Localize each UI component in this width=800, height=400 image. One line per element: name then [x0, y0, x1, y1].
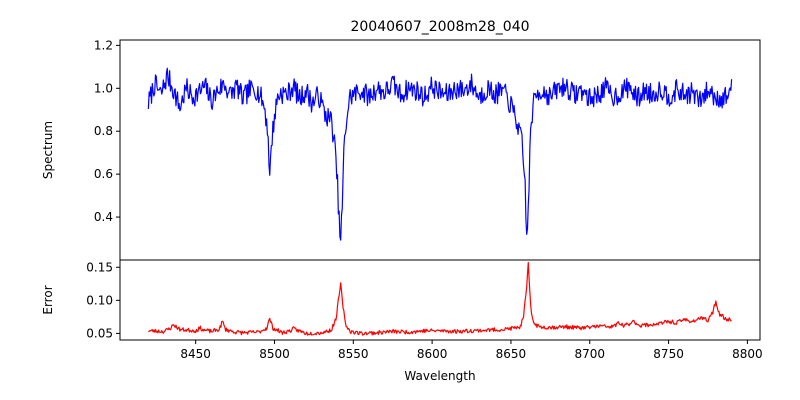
spectrum-series-line: [147, 67, 733, 241]
spectrum-y-tick-label: 0.6: [94, 167, 113, 181]
x-tick-label: 8750: [653, 347, 684, 361]
error-series-line: [148, 261, 732, 336]
x-tick-label: 8600: [417, 347, 448, 361]
error-y-ticks: 0.05 0.10 0.15: [86, 260, 120, 340]
x-tick-label: 8800: [732, 347, 763, 361]
error-y-tick-label: 0.05: [86, 326, 113, 340]
spectrum-y-ticks: 0.4 0.6 0.8 1.0 1.2: [94, 38, 120, 224]
error-x-ticks: 8450 8500 8550 8600 8650 8700 8750 8800: [180, 340, 763, 361]
chart-title: 20040607_2008m28_040: [350, 19, 529, 35]
x-tick-label: 8550: [338, 347, 369, 361]
error-y-axis-label: Error: [41, 285, 55, 314]
x-axis-label: Wavelength: [404, 369, 475, 383]
error-panel: 0.05 0.10 0.15 8450 8500 8550 8600 8650 8700 875…: [41, 259, 763, 383]
error-y-tick-label: 0.15: [86, 260, 113, 274]
x-tick-label: 8450: [180, 347, 211, 361]
error-y-tick-label: 0.10: [86, 293, 113, 307]
spectrum-y-tick-label: 1.0: [94, 81, 113, 95]
x-tick-label: 8650: [496, 347, 527, 361]
x-tick-label: 8700: [574, 347, 605, 361]
x-tick-label: 8500: [259, 347, 290, 361]
spectrum-y-tick-label: 0.4: [94, 210, 113, 224]
spectrum-y-axis-label: Spectrum: [41, 121, 55, 179]
spectrum-y-tick-label: 0.8: [94, 124, 113, 138]
spectrum-y-tick-label: 1.2: [94, 38, 113, 52]
